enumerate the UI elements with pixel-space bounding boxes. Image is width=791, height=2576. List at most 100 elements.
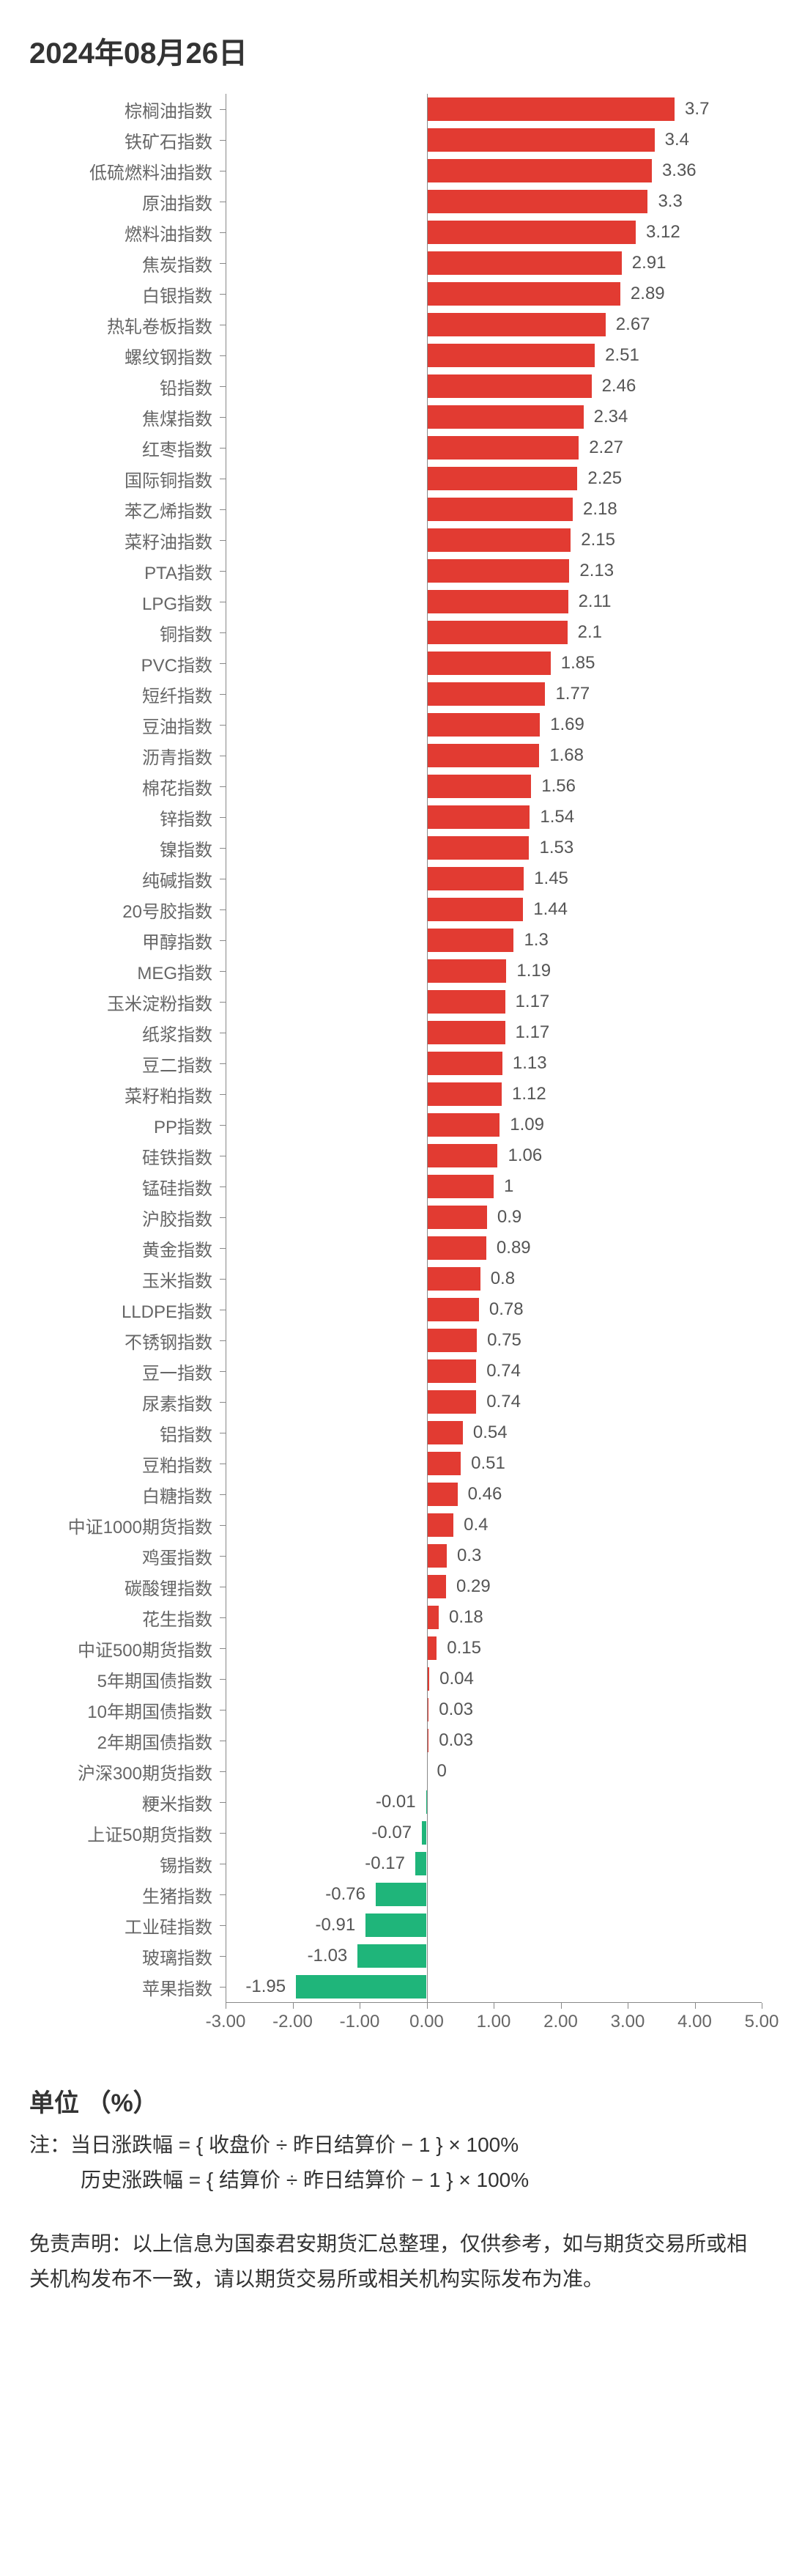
- category-tick: [220, 155, 226, 186]
- value-label: 0.74: [486, 1387, 521, 1417]
- bar-area: 1.19: [226, 956, 762, 986]
- category-tick: [220, 1356, 226, 1387]
- chart-row: 沪深300期货指数0: [29, 1756, 762, 1787]
- category-label: 沥青指数: [29, 743, 220, 769]
- bar-area: -0.17: [226, 1848, 762, 1879]
- category-tick: [220, 1787, 226, 1817]
- category-label: 20号胶指数: [29, 897, 220, 923]
- value-label: 1.54: [540, 802, 574, 833]
- note-line-1: 注：当日涨跌幅 = { 收盘价 ÷ 昨日结算价 − 1 } × 100%: [29, 2127, 762, 2163]
- category-label: 菜籽粕指数: [29, 1082, 220, 1107]
- chart-row: 豆粕指数0.51: [29, 1448, 762, 1479]
- chart-row: 白银指数2.89: [29, 278, 762, 309]
- category-tick: [220, 894, 226, 925]
- value-label: 2.89: [631, 278, 665, 309]
- bar: [427, 1329, 478, 1352]
- bar-area: -0.01: [226, 1787, 762, 1817]
- bar: [427, 744, 540, 767]
- category-tick: [220, 556, 226, 586]
- chart: 棕榈油指数3.7铁矿石指数3.4低硫燃料油指数3.36原油指数3.3燃料油指数3…: [29, 94, 762, 2046]
- x-tick-label: -2.00: [272, 2012, 313, 2032]
- chart-row: 铅指数2.46: [29, 371, 762, 402]
- category-tick: [220, 309, 226, 340]
- chart-row: 铜指数2.1: [29, 617, 762, 648]
- bar-area: 1.54: [226, 802, 762, 833]
- bar: [427, 1729, 429, 1752]
- bar: [415, 1852, 427, 1875]
- bar-area: 1.77: [226, 679, 762, 709]
- category-tick: [220, 1848, 226, 1879]
- category-label: 铅指数: [29, 374, 220, 399]
- category-tick: [220, 217, 226, 248]
- category-label: 红枣指数: [29, 435, 220, 461]
- value-label: 0.04: [439, 1664, 474, 1694]
- value-label: 1.56: [541, 771, 576, 802]
- category-tick: [220, 1540, 226, 1571]
- chart-row: 豆一指数0.74: [29, 1356, 762, 1387]
- chart-row: 苹果指数-1.95: [29, 1971, 762, 2002]
- chart-row: 国际铜指数2.25: [29, 463, 762, 494]
- chart-row: 棉花指数1.56: [29, 771, 762, 802]
- bar: [427, 282, 620, 306]
- category-tick: [220, 1233, 226, 1263]
- value-label: -1.03: [308, 1941, 348, 1971]
- bar-area: 0.78: [226, 1294, 762, 1325]
- category-label: 上证50期货指数: [29, 1820, 220, 1846]
- category-tick: [220, 925, 226, 956]
- bar: [427, 1267, 480, 1291]
- category-label: 中证500期货指数: [29, 1636, 220, 1661]
- bar: [427, 159, 652, 182]
- bar-area: 0.54: [226, 1417, 762, 1448]
- bar-area: 3.36: [226, 155, 762, 186]
- category-tick: [220, 402, 226, 432]
- value-label: -0.17: [365, 1848, 405, 1879]
- bar: [296, 1975, 426, 1999]
- bar-area: 1.68: [226, 740, 762, 771]
- bar: [427, 590, 568, 613]
- value-label: 0.8: [491, 1263, 515, 1294]
- category-tick: [220, 1725, 226, 1756]
- category-tick: [220, 1756, 226, 1787]
- bar-area: 0.04: [226, 1664, 762, 1694]
- bar: [427, 1175, 494, 1198]
- bar-area: 0.3: [226, 1540, 762, 1571]
- value-label: 0.3: [457, 1540, 481, 1571]
- category-tick: [220, 1479, 226, 1510]
- category-label: 豆二指数: [29, 1051, 220, 1077]
- category-tick: [220, 1664, 226, 1694]
- value-label: 0: [437, 1756, 447, 1787]
- category-label: 甲醇指数: [29, 928, 220, 953]
- category-tick: [220, 463, 226, 494]
- bar: [427, 1390, 477, 1414]
- category-tick: [220, 1325, 226, 1356]
- category-tick: [220, 617, 226, 648]
- category-label: 螺纹钢指数: [29, 343, 220, 369]
- value-label: 1.77: [555, 679, 590, 709]
- value-label: 1.44: [533, 894, 568, 925]
- bar-area: 0.8: [226, 1263, 762, 1294]
- chart-row: 不锈钢指数0.75: [29, 1325, 762, 1356]
- category-label: 锡指数: [29, 1851, 220, 1877]
- bar-area: 3.3: [226, 186, 762, 217]
- x-tick-label: 4.00: [677, 2012, 712, 2032]
- bar: [427, 97, 675, 121]
- bar-area: 0.51: [226, 1448, 762, 1479]
- x-tick-label: 2.00: [543, 2012, 578, 2032]
- value-label: 0.74: [486, 1356, 521, 1387]
- value-label: -0.07: [371, 1817, 412, 1848]
- bar-area: 3.7: [226, 94, 762, 125]
- bar: [427, 898, 524, 921]
- value-label: 0.54: [473, 1417, 508, 1448]
- category-tick: [220, 1263, 226, 1294]
- bar-area: 0.89: [226, 1233, 762, 1263]
- bar: [427, 528, 571, 552]
- value-label: -0.01: [376, 1787, 416, 1817]
- chart-row: 纸浆指数1.17: [29, 1017, 762, 1048]
- bar-area: 0.03: [226, 1694, 762, 1725]
- value-label: 0.51: [471, 1448, 505, 1479]
- bar: [427, 221, 636, 244]
- x-tick-label: 5.00: [745, 2012, 779, 2032]
- category-label: 锌指数: [29, 805, 220, 830]
- x-tick: [561, 2003, 562, 2009]
- value-label: 2.51: [605, 340, 639, 371]
